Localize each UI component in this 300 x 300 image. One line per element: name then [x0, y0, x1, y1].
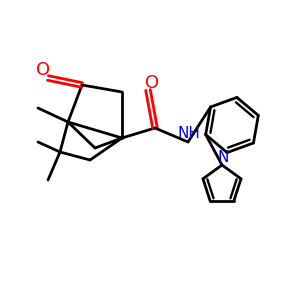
Text: N: N: [217, 149, 229, 164]
Text: NH: NH: [178, 127, 200, 142]
Text: O: O: [36, 61, 50, 79]
Text: O: O: [145, 74, 159, 92]
